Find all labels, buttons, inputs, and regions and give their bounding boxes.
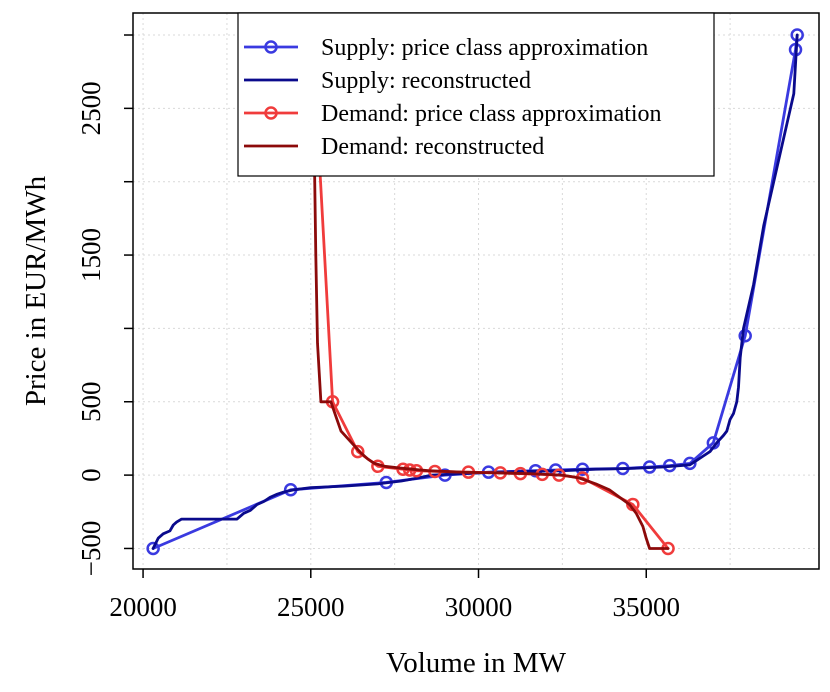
y-tick-label: −500 <box>76 521 106 577</box>
x-axis-label: Volume in MW <box>386 647 567 679</box>
y-axis: −500 0 500 1500 2500 <box>76 34 133 577</box>
series-3 <box>311 33 670 550</box>
data-point <box>738 328 752 343</box>
data-point <box>351 444 365 459</box>
series-1 <box>151 33 799 550</box>
data-point <box>683 456 697 471</box>
y-axis-label: Price in EUR/MWh <box>20 175 52 406</box>
legend-label: Supply: reconstructed <box>321 68 531 94</box>
y-tick-label: 500 <box>76 382 106 423</box>
y-tick-label: 2500 <box>76 81 106 135</box>
x-tick-label: 35000 <box>612 592 680 622</box>
y-tick-label: 0 <box>76 468 106 482</box>
x-axis: 20000 25000 30000 35000 <box>109 569 680 622</box>
data-point <box>146 541 160 556</box>
series-layer <box>146 28 804 556</box>
x-tick-label: 20000 <box>109 592 177 622</box>
x-tick-label: 25000 <box>277 592 345 622</box>
legend-marker <box>264 106 278 120</box>
legend-box <box>237 12 715 177</box>
series-line <box>311 33 670 550</box>
legend-label: Demand: reconstructed <box>321 134 544 160</box>
series-line <box>151 33 799 550</box>
legend-label: Demand: price class approximation <box>321 101 662 127</box>
x-tick-label: 30000 <box>445 592 513 622</box>
legend: Supply: price class approximation Supply:… <box>237 12 715 177</box>
y-tick-label: 1500 <box>76 228 106 282</box>
legend-marker <box>264 40 278 54</box>
legend-label: Supply: price class approximation <box>321 35 648 61</box>
